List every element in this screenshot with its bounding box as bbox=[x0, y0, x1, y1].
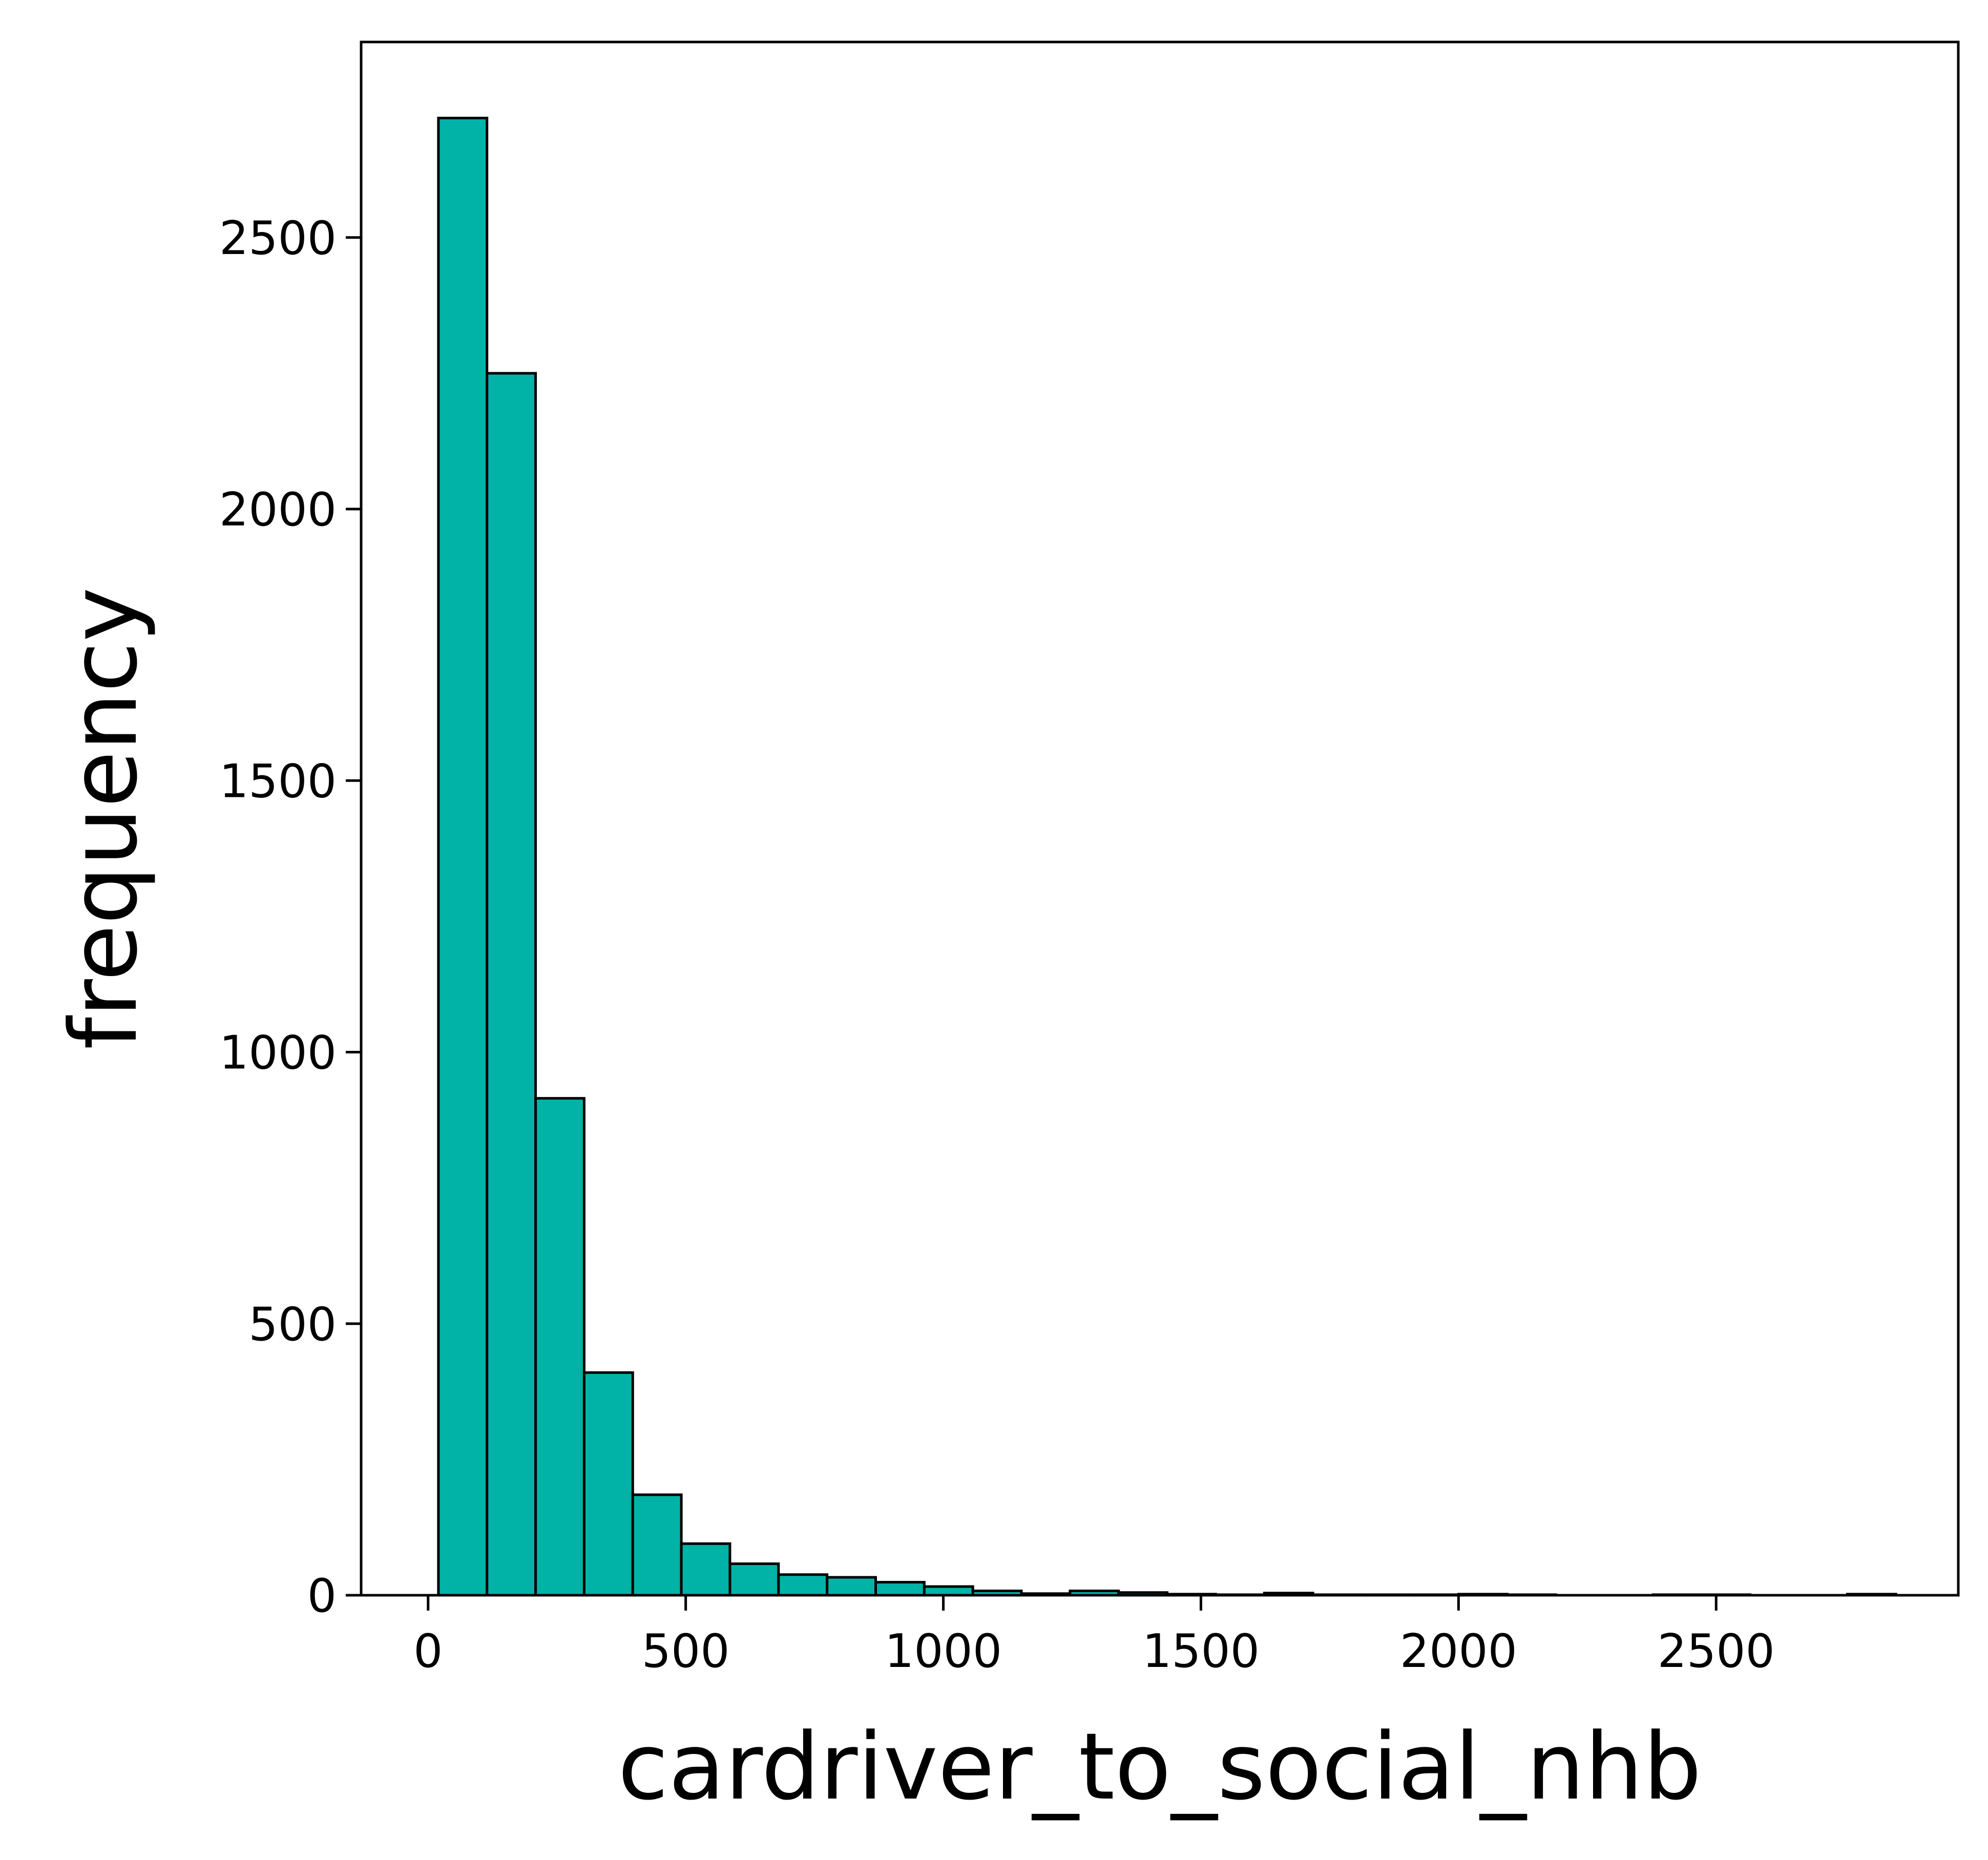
histogram-bar bbox=[631, 1493, 683, 1597]
histogram-bar bbox=[437, 116, 489, 1597]
histogram-bar bbox=[923, 1585, 974, 1597]
y-axis-title: frequency bbox=[51, 587, 158, 1050]
x-tick-label: 500 bbox=[642, 1624, 730, 1678]
x-tick-label: 1500 bbox=[1142, 1624, 1260, 1678]
x-tick-label: 1000 bbox=[885, 1624, 1002, 1678]
bars-group bbox=[437, 116, 1897, 1597]
y-tick-label: 2500 bbox=[219, 212, 337, 265]
y-tick-label: 1500 bbox=[219, 754, 337, 808]
y-axis-ticks: 0 500 1000 1500 2000 2500 bbox=[219, 212, 361, 1623]
y-tick-label: 1000 bbox=[219, 1026, 337, 1080]
histogram-bar bbox=[777, 1573, 829, 1597]
plot-frame bbox=[360, 40, 1960, 1597]
histogram-bar bbox=[534, 1097, 585, 1597]
histogram-bar bbox=[582, 1371, 634, 1597]
x-tick-label: 2000 bbox=[1400, 1624, 1517, 1678]
x-axis-ticks: 0 500 1000 1500 2000 2500 bbox=[413, 1595, 1775, 1678]
x-tick-label: 0 bbox=[413, 1624, 443, 1678]
y-tick-label: 500 bbox=[248, 1298, 337, 1351]
histogram-bar bbox=[874, 1581, 926, 1597]
y-tick-label: 2000 bbox=[219, 483, 337, 537]
y-tick-label: 0 bbox=[307, 1569, 337, 1623]
x-tick-label: 2500 bbox=[1658, 1624, 1775, 1678]
histogram-bar bbox=[486, 372, 537, 1597]
histogram-bar bbox=[680, 1542, 731, 1597]
histogram-bar bbox=[826, 1576, 877, 1597]
histogram-bar bbox=[728, 1562, 780, 1597]
x-axis-title: cardriver_to_social_nhb bbox=[618, 1714, 1702, 1821]
